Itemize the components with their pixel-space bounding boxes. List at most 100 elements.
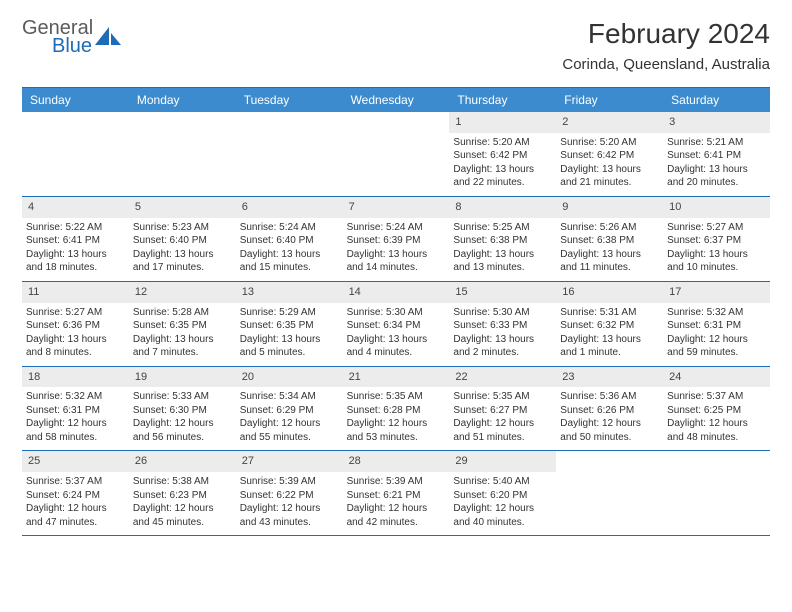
day-sunrise: Sunrise: 5:23 AM bbox=[133, 221, 232, 235]
day-daylight1: Daylight: 13 hours bbox=[667, 248, 766, 262]
day-daylight1: Daylight: 12 hours bbox=[26, 502, 125, 516]
day-daylight1: Daylight: 13 hours bbox=[667, 163, 766, 177]
day-content: Sunrise: 5:27 AMSunset: 6:37 PMDaylight:… bbox=[667, 221, 766, 275]
day-sunset: Sunset: 6:27 PM bbox=[453, 404, 552, 418]
day-number: 12 bbox=[129, 282, 236, 303]
day-sunrise: Sunrise: 5:22 AM bbox=[26, 221, 125, 235]
day-content: Sunrise: 5:21 AMSunset: 6:41 PMDaylight:… bbox=[667, 136, 766, 190]
logo-text: General Blue bbox=[22, 18, 93, 56]
day-daylight1: Daylight: 12 hours bbox=[26, 417, 125, 431]
day-daylight1: Daylight: 13 hours bbox=[26, 248, 125, 262]
day-daylight2: and 48 minutes. bbox=[667, 431, 766, 445]
day-daylight1: Daylight: 13 hours bbox=[560, 248, 659, 262]
day-daylight1: Daylight: 13 hours bbox=[240, 333, 339, 347]
day-cell: 18Sunrise: 5:32 AMSunset: 6:31 PMDayligh… bbox=[22, 367, 129, 451]
day-content: Sunrise: 5:25 AMSunset: 6:38 PMDaylight:… bbox=[453, 221, 552, 275]
day-cell: 27Sunrise: 5:39 AMSunset: 6:22 PMDayligh… bbox=[236, 451, 343, 535]
day-sunset: Sunset: 6:31 PM bbox=[667, 319, 766, 333]
day-daylight1: Daylight: 12 hours bbox=[133, 417, 232, 431]
day-number: 2 bbox=[556, 112, 663, 133]
day-daylight1: Daylight: 12 hours bbox=[347, 417, 446, 431]
day-number: 9 bbox=[556, 197, 663, 218]
day-content: Sunrise: 5:20 AMSunset: 6:42 PMDaylight:… bbox=[560, 136, 659, 190]
day-daylight2: and 58 minutes. bbox=[26, 431, 125, 445]
day-content: Sunrise: 5:37 AMSunset: 6:24 PMDaylight:… bbox=[26, 475, 125, 529]
day-sunset: Sunset: 6:40 PM bbox=[133, 234, 232, 248]
day-cell: 16Sunrise: 5:31 AMSunset: 6:32 PMDayligh… bbox=[556, 282, 663, 366]
day-sunset: Sunset: 6:36 PM bbox=[26, 319, 125, 333]
day-content: Sunrise: 5:38 AMSunset: 6:23 PMDaylight:… bbox=[133, 475, 232, 529]
day-sunrise: Sunrise: 5:39 AM bbox=[347, 475, 446, 489]
day-sunset: Sunset: 6:29 PM bbox=[240, 404, 339, 418]
day-sunset: Sunset: 6:38 PM bbox=[453, 234, 552, 248]
calendar-week: 1Sunrise: 5:20 AMSunset: 6:42 PMDaylight… bbox=[22, 112, 770, 197]
day-sunset: Sunset: 6:42 PM bbox=[560, 149, 659, 163]
day-cell: 22Sunrise: 5:35 AMSunset: 6:27 PMDayligh… bbox=[449, 367, 556, 451]
day-daylight1: Daylight: 13 hours bbox=[133, 248, 232, 262]
day-sunrise: Sunrise: 5:20 AM bbox=[560, 136, 659, 150]
logo: General Blue bbox=[22, 18, 123, 56]
day-daylight1: Daylight: 13 hours bbox=[347, 248, 446, 262]
day-cell: 3Sunrise: 5:21 AMSunset: 6:41 PMDaylight… bbox=[663, 112, 770, 196]
day-daylight2: and 8 minutes. bbox=[26, 346, 125, 360]
day-sunrise: Sunrise: 5:25 AM bbox=[453, 221, 552, 235]
day-cell: 2 Sunrise: 5:20 AMSunset: 6:42 PMDaylight… bbox=[556, 112, 663, 196]
day-number: 29 bbox=[449, 451, 556, 472]
day-number: 11 bbox=[22, 282, 129, 303]
day-daylight1: Daylight: 12 hours bbox=[240, 417, 339, 431]
day-sunrise: Sunrise: 5:35 AM bbox=[453, 390, 552, 404]
day-daylight2: and 2 minutes. bbox=[453, 346, 552, 360]
day-cell: 8Sunrise: 5:25 AMSunset: 6:38 PMDaylight… bbox=[449, 197, 556, 281]
day-cell: 5Sunrise: 5:23 AMSunset: 6:40 PMDaylight… bbox=[129, 197, 236, 281]
day-sunrise: Sunrise: 5:20 AM bbox=[453, 136, 552, 150]
day-number: 4 bbox=[22, 197, 129, 218]
day-cell: 13Sunrise: 5:29 AMSunset: 6:35 PMDayligh… bbox=[236, 282, 343, 366]
day-content: Sunrise: 5:32 AMSunset: 6:31 PMDaylight:… bbox=[667, 306, 766, 360]
day-daylight2: and 59 minutes. bbox=[667, 346, 766, 360]
day-sunset: Sunset: 6:41 PM bbox=[26, 234, 125, 248]
day-cell bbox=[343, 112, 450, 196]
day-sunset: Sunset: 6:38 PM bbox=[560, 234, 659, 248]
sail-icon bbox=[95, 27, 123, 47]
day-sunset: Sunset: 6:35 PM bbox=[133, 319, 232, 333]
day-daylight2: and 15 minutes. bbox=[240, 261, 339, 275]
calendar-week: 4Sunrise: 5:22 AMSunset: 6:41 PMDaylight… bbox=[22, 197, 770, 282]
day-content: Sunrise: 5:39 AMSunset: 6:22 PMDaylight:… bbox=[240, 475, 339, 529]
day-daylight2: and 7 minutes. bbox=[133, 346, 232, 360]
day-cell: 20Sunrise: 5:34 AMSunset: 6:29 PMDayligh… bbox=[236, 367, 343, 451]
day-daylight1: Daylight: 12 hours bbox=[133, 502, 232, 516]
day-cell: 1Sunrise: 5:20 AMSunset: 6:42 PMDaylight… bbox=[449, 112, 556, 196]
day-sunrise: Sunrise: 5:21 AM bbox=[667, 136, 766, 150]
day-sunset: Sunset: 6:22 PM bbox=[240, 489, 339, 503]
day-daylight1: Daylight: 12 hours bbox=[667, 333, 766, 347]
day-daylight1: Daylight: 13 hours bbox=[453, 163, 552, 177]
day-daylight2: and 43 minutes. bbox=[240, 516, 339, 530]
day-content: Sunrise: 5:23 AMSunset: 6:40 PMDaylight:… bbox=[133, 221, 232, 275]
day-daylight2: and 5 minutes. bbox=[240, 346, 339, 360]
day-content: Sunrise: 5:24 AMSunset: 6:39 PMDaylight:… bbox=[347, 221, 446, 275]
day-content: Sunrise: 5:30 AMSunset: 6:33 PMDaylight:… bbox=[453, 306, 552, 360]
day-cell: 6Sunrise: 5:24 AMSunset: 6:40 PMDaylight… bbox=[236, 197, 343, 281]
day-sunset: Sunset: 6:37 PM bbox=[667, 234, 766, 248]
day-daylight2: and 22 minutes. bbox=[453, 176, 552, 190]
day-cell bbox=[556, 451, 663, 535]
day-sunset: Sunset: 6:31 PM bbox=[26, 404, 125, 418]
day-daylight2: and 45 minutes. bbox=[133, 516, 232, 530]
day-cell: 23Sunrise: 5:36 AMSunset: 6:26 PMDayligh… bbox=[556, 367, 663, 451]
day-content: Sunrise: 5:27 AMSunset: 6:36 PMDaylight:… bbox=[26, 306, 125, 360]
day-sunrise: Sunrise: 5:29 AM bbox=[240, 306, 339, 320]
day-sunrise: Sunrise: 5:24 AM bbox=[240, 221, 339, 235]
day-daylight2: and 42 minutes. bbox=[347, 516, 446, 530]
day-content: Sunrise: 5:35 AMSunset: 6:28 PMDaylight:… bbox=[347, 390, 446, 444]
day-cell: 10Sunrise: 5:27 AMSunset: 6:37 PMDayligh… bbox=[663, 197, 770, 281]
day-sunrise: Sunrise: 5:30 AM bbox=[453, 306, 552, 320]
day-content: Sunrise: 5:31 AMSunset: 6:32 PMDaylight:… bbox=[560, 306, 659, 360]
day-sunrise: Sunrise: 5:39 AM bbox=[240, 475, 339, 489]
day-sunrise: Sunrise: 5:27 AM bbox=[667, 221, 766, 235]
day-sunset: Sunset: 6:23 PM bbox=[133, 489, 232, 503]
day-sunrise: Sunrise: 5:24 AM bbox=[347, 221, 446, 235]
day-cell bbox=[663, 451, 770, 535]
day-daylight1: Daylight: 12 hours bbox=[347, 502, 446, 516]
day-cell bbox=[22, 112, 129, 196]
day-daylight2: and 20 minutes. bbox=[667, 176, 766, 190]
